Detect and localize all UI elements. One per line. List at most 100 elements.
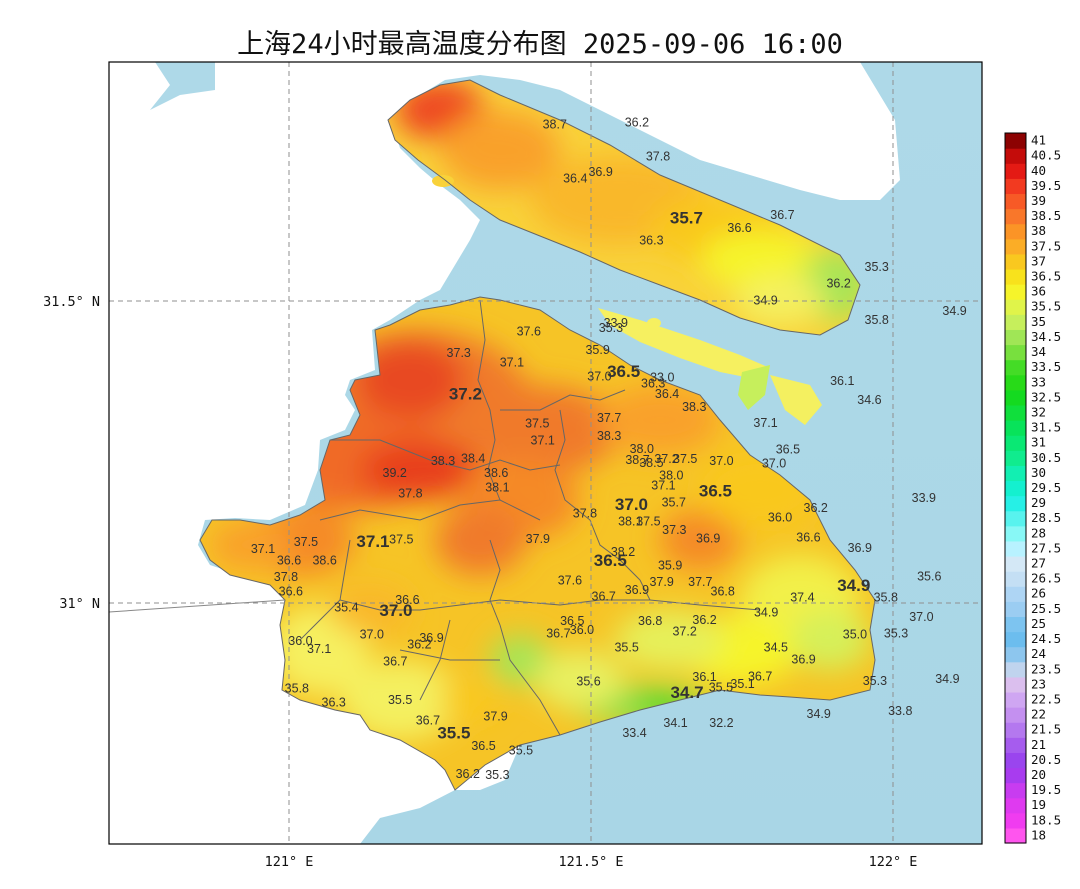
station-temperature-label: 36.9: [791, 653, 815, 667]
district-temperature-label: 35.5: [437, 724, 470, 743]
colorbar-label: 34.5: [1031, 329, 1061, 344]
station-temperature-label: 35.3: [599, 321, 623, 335]
colorbar-segment: [1005, 450, 1026, 466]
colorbar-label: 38: [1031, 223, 1046, 238]
station-temperature-label: 37.1: [251, 542, 275, 556]
colorbar-segment: [1005, 238, 1026, 255]
station-temperature-label: 36.0: [288, 634, 312, 648]
station-temperature-label: 36.7: [546, 627, 570, 641]
colorbar-segment: [1005, 480, 1026, 497]
station-temperature-label: 37.9: [526, 532, 550, 546]
colorbar-label: 26.5: [1031, 571, 1061, 586]
station-temperature-label: 35.1: [730, 677, 754, 691]
station-temperature-label: 36.4: [563, 171, 587, 185]
station-temperature-label: 37.5: [636, 514, 660, 528]
colorbar-label: 24: [1031, 646, 1046, 661]
colorbar-segment: [1005, 586, 1026, 602]
station-temperature-label: 38.4: [461, 452, 485, 466]
station-temperature-label: 38.1: [485, 481, 509, 495]
colorbar-segment: [1005, 616, 1026, 633]
station-labels: 38.7 36.237.836.936.435.736.636.736.335.3…: [251, 116, 967, 889]
station-temperature-label: 37.2: [672, 624, 696, 638]
colorbar-frame: [1004, 132, 1027, 844]
station-temperature-label: 36.6: [279, 584, 303, 598]
colorbar-label: 34: [1031, 344, 1046, 359]
station-temperature-label: 36.2: [456, 767, 480, 781]
district-temperature-label: 37.2: [449, 385, 482, 404]
map-title: 上海24小时最高温度分布图 2025-09-06 16:00: [237, 29, 843, 60]
colorbar-label: 24.5: [1031, 631, 1061, 646]
station-temperature-label: 37.8: [573, 507, 597, 521]
station-temperature-label: 35.8: [285, 682, 309, 696]
islet: [432, 175, 454, 187]
colorbar-label: 35.5: [1031, 299, 1061, 314]
district-temperature-label: 37.0: [379, 601, 412, 620]
colorbar: 1818.51919.52020.52121.52222.52323.52424…: [1004, 132, 1061, 844]
colorbar-segment: [1005, 646, 1026, 663]
colorbar-label: 25: [1031, 616, 1046, 631]
hengsha-island: [738, 365, 770, 410]
axis-labels: 121° E 121.5° E 122° E 31.5° N 31° N: [43, 294, 917, 870]
station-temperature-label: 33.8: [888, 704, 912, 718]
station-temperature-label: 36.5: [560, 614, 584, 628]
station-temperature-label: 37.0: [587, 369, 611, 383]
colorbar-label: 37: [1031, 253, 1046, 268]
station-temperature-label: 37.5: [389, 532, 413, 546]
colorbar-segment: [1005, 359, 1026, 376]
colorbar-label: 22.5: [1031, 691, 1061, 706]
colorbar-label: 37.5: [1031, 238, 1061, 253]
station-temperature-label: 33.4: [622, 726, 646, 740]
station-temperature-label: 38.0: [630, 442, 654, 456]
lon-tick-label: 121° E: [265, 854, 314, 870]
station-temperature-label: 35.5: [509, 743, 533, 757]
gridlines: [109, 62, 982, 844]
hengsha-east: [770, 375, 822, 425]
station-temperature-label: 37.8: [646, 150, 670, 164]
colorbar-segment: [1005, 389, 1026, 406]
station-temperature-label: 36.2: [826, 276, 850, 290]
colorbar-label: 28.5: [1031, 510, 1061, 525]
station-temperature-label: 37.1: [307, 642, 331, 656]
colorbar-segment: [1005, 827, 1026, 844]
colorbar-label: 39: [1031, 193, 1046, 208]
station-temperature-label: 36.5: [471, 739, 495, 753]
colorbar-label: 33.5: [1031, 359, 1061, 374]
station-temperature-label: 37.7: [688, 575, 712, 589]
station-temperature-label: 35.4: [334, 601, 358, 615]
colorbar-label: 32: [1031, 404, 1046, 419]
district-temperature-label: 37.0: [615, 495, 648, 514]
colorbar-segment: [1005, 676, 1026, 693]
station-temperature-label: 38.2: [611, 545, 635, 559]
colorbar-segment: [1005, 208, 1026, 225]
station-temperature-label: 36.0: [768, 511, 792, 525]
station-temperature-label: 34.9: [935, 672, 959, 686]
station-temperature-label: 36.7: [748, 670, 772, 684]
station-temperature-label: 36.7: [770, 208, 794, 222]
lon-tick-label: 121.5° E: [558, 854, 623, 870]
station-temperature-label: 33.4: [936, 878, 960, 889]
station-temperature-label: 36.7: [592, 589, 616, 603]
station-temperature-label: 35.9: [585, 343, 609, 357]
station-temperature-label: 35.0: [912, 870, 936, 884]
station-temperature-label: 37.2: [654, 452, 678, 466]
station-temperature-label: 35.3: [865, 260, 889, 274]
colorbar-label: 20.5: [1031, 752, 1061, 767]
map-frame: [108, 61, 983, 845]
station-temperature-label: 38.6: [484, 466, 508, 480]
colorbar-segment: [1005, 148, 1026, 164]
station-temperature-label: 38.1: [618, 514, 642, 528]
station-temperature-label: 34.9: [753, 293, 777, 307]
station-temperature-label: 33.0: [650, 371, 674, 385]
colorbar-label: 27: [1031, 556, 1046, 571]
station-temperature-label: 38.3: [682, 400, 706, 414]
colorbar-label: 19.5: [1031, 782, 1061, 797]
colorbar-segment: [1005, 344, 1026, 361]
station-temperature-label: 36.3: [639, 234, 663, 248]
station-temperature-label: 36.5: [776, 442, 800, 456]
station-temperature-label: 35.6: [917, 569, 941, 583]
colorbar-segment: [1005, 540, 1026, 557]
south-bay-land: [455, 745, 520, 790]
station-temperature-label: 37.7: [597, 411, 621, 425]
station-temperature-label: 37.0: [709, 454, 733, 468]
station-temperature-label: 37.3: [447, 346, 471, 360]
